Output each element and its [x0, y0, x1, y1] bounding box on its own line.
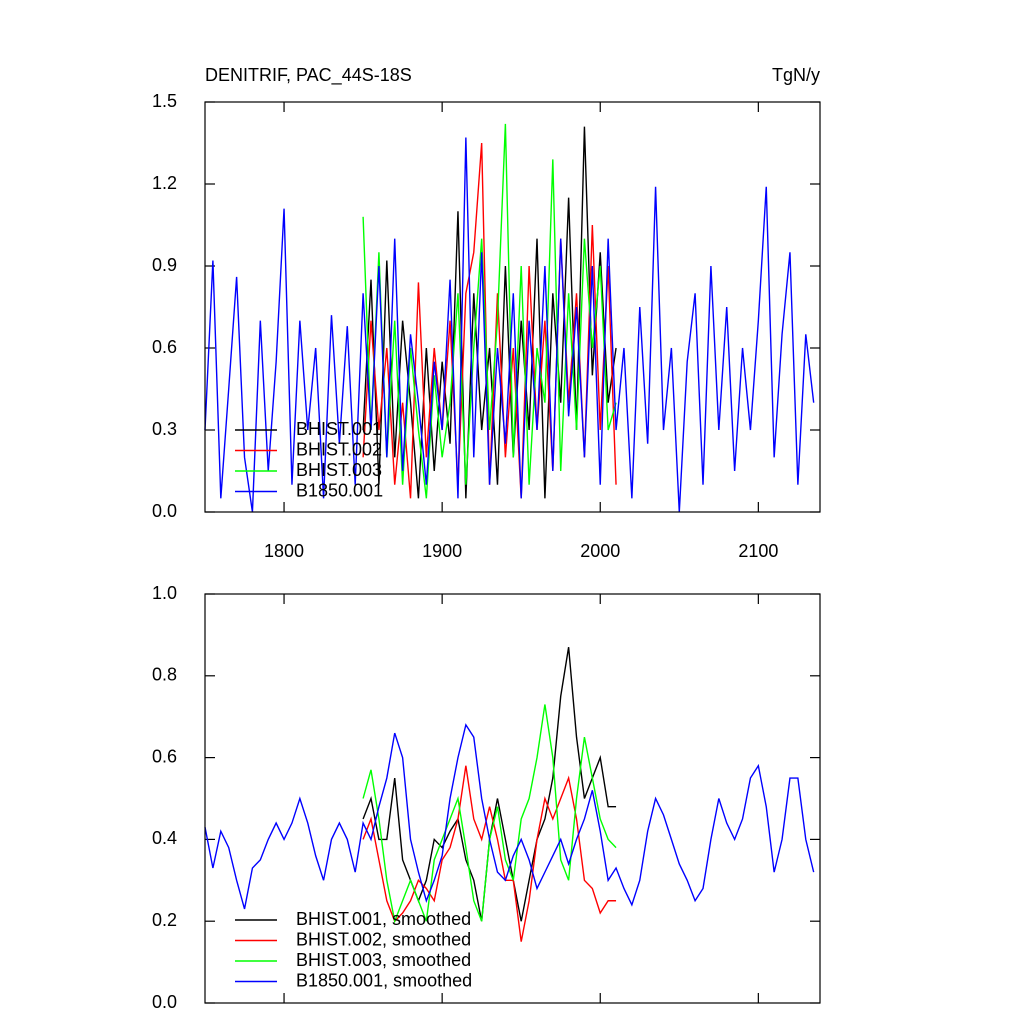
- y-tick-label: 0.6: [152, 746, 177, 766]
- y-tick-label: 0.8: [152, 665, 177, 685]
- y-tick-label: 0.4: [152, 828, 177, 848]
- plot-frame: [204, 593, 821, 1004]
- data-line: [362, 765, 617, 942]
- legend-label: B1850.001, smoothed: [296, 970, 472, 990]
- y-tick-label: 0.3: [152, 419, 177, 439]
- data-line: [362, 123, 617, 499]
- y-tick-label: 1.5: [152, 91, 177, 111]
- y-tick-label: 0.6: [152, 337, 177, 357]
- x-tick-label: 1900: [422, 541, 462, 561]
- legend-label: BHIST.001: [296, 419, 382, 439]
- x-tick-label: 1800: [264, 541, 304, 561]
- y-tick-label: 1.0: [152, 583, 177, 603]
- y-tick-label: 0.0: [152, 992, 177, 1012]
- chart-title: DENITRIF, PAC_44S-18S: [205, 65, 412, 86]
- x-tick-label: 2000: [580, 541, 620, 561]
- legend-label: BHIST.001, smoothed: [296, 909, 471, 929]
- y-tick-label: 1.2: [152, 173, 177, 193]
- legend-label: BHIST.003, smoothed: [296, 950, 471, 970]
- legend-label: B1850.001: [296, 480, 383, 500]
- data-line: [362, 704, 617, 924]
- legend-label: BHIST.002, smoothed: [296, 929, 471, 949]
- legend-label: BHIST.002: [296, 439, 382, 459]
- y-tick-label: 0.2: [152, 910, 177, 930]
- x-tick-label: 2100: [738, 541, 778, 561]
- plot-frame: [204, 101, 821, 513]
- data-line: [204, 137, 815, 513]
- y-tick-label: 0.9: [152, 255, 177, 275]
- legend-label: BHIST.003: [296, 460, 382, 480]
- data-line: [204, 723, 815, 910]
- y-tick-label: 0.0: [152, 501, 177, 521]
- y-units: TgN/y: [772, 65, 820, 85]
